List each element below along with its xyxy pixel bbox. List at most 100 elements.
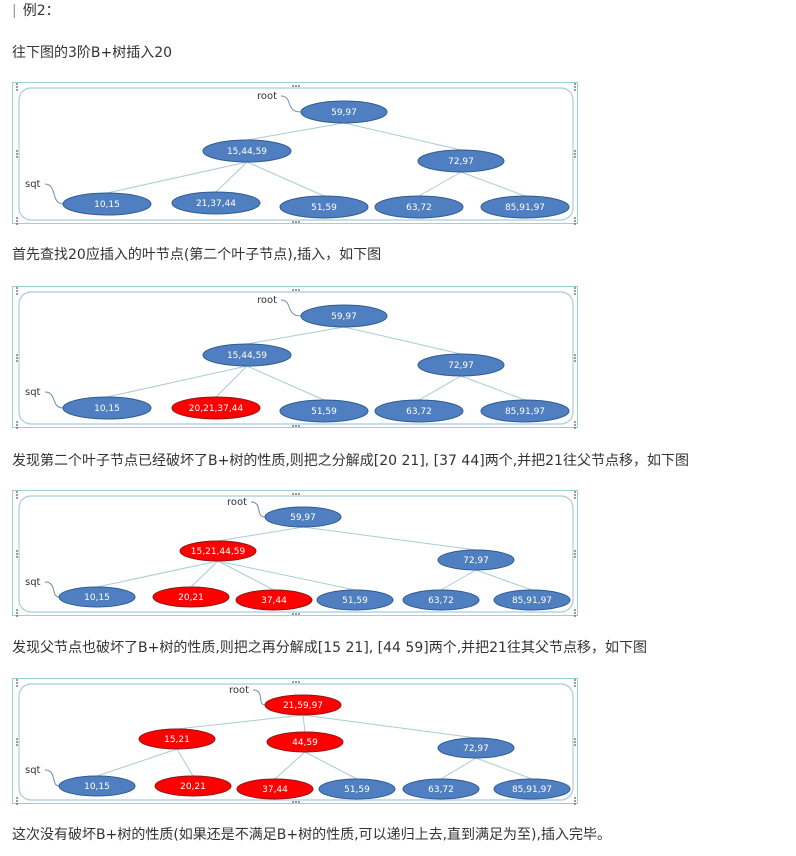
- tree-edge: [440, 569, 477, 591]
- tree-edge: [274, 751, 306, 780]
- figure-2: root sqt 59,97 15,44,59 72,97 10,15 20,21,37,4…: [12, 286, 578, 429]
- tree-edge: [176, 748, 194, 777]
- node-ellipse: [202, 139, 292, 163]
- btree-diagram-2: root sqt 59,97 15,44,59 72,97 10,15 20,21,37,4…: [16, 287, 576, 429]
- tree-edge: [217, 526, 304, 542]
- btree-diagram-1: root sqt 59,97 15,44,59 72,97 10,15 21,37,44 51…: [16, 83, 576, 225]
- inner-frame: [18, 291, 574, 425]
- node-keys: 10,15: [94, 404, 120, 414]
- tree-node-root: 59,97: [300, 304, 388, 328]
- root-pointer: [280, 95, 302, 113]
- node-ellipse: [58, 775, 136, 797]
- sqt-label: sqt: [25, 179, 41, 190]
- resize-handle: [574, 354, 576, 362]
- root-pointer: [250, 501, 266, 518]
- node-ellipse: [316, 589, 394, 611]
- resize-handle: [574, 738, 576, 746]
- resize-handle: [16, 491, 18, 499]
- node-keys: 51,59: [311, 203, 337, 213]
- node-ellipse: [236, 778, 314, 800]
- btree-diagram-3: root sqt 59,97 15,21,44,59 72,97 10,15 20,21 37…: [16, 491, 576, 617]
- node-keys: 63,72: [428, 596, 454, 606]
- tree-node-l2: 20,21,37,44: [171, 396, 261, 420]
- node-keys: 72,97: [463, 744, 489, 754]
- node-ellipse: [264, 506, 342, 528]
- node-ellipse: [493, 589, 571, 611]
- tree-edge: [96, 560, 219, 588]
- sqt-pointer: [44, 581, 60, 598]
- step-4-text: 这次没有破坏B+树的性质(如果还是不满足B+树的性质,可以递归上去,直到满足为至…: [12, 827, 611, 843]
- resize-handle: [16, 354, 18, 362]
- node-ellipse: [266, 731, 344, 753]
- resize-handle: [16, 550, 18, 558]
- tree-edge: [475, 757, 533, 780]
- node-keys: 21,37,44: [196, 199, 236, 209]
- root-pointer: [252, 689, 266, 706]
- resize-handle: [292, 221, 300, 223]
- node-keys: 85,91,97: [512, 785, 552, 795]
- node-ellipse: [58, 586, 136, 608]
- tree-node-l2: 21,37,44: [171, 191, 261, 215]
- tree-edge: [190, 560, 219, 588]
- node-keys: 63,72: [428, 785, 454, 795]
- tree-edge: [343, 326, 462, 355]
- figure-4: root sqt 21,59,97 15,21 44,59 72,97 10,15 20,21…: [12, 678, 578, 805]
- tree-node-l4: 63,72: [374, 195, 464, 219]
- tree-node-l1: 10,15: [62, 192, 152, 216]
- tree-edge: [176, 714, 304, 730]
- tree-edge: [418, 375, 462, 401]
- node-keys: 63,72: [406, 407, 432, 417]
- tree-edge: [215, 365, 248, 398]
- resize-handle: [574, 491, 576, 499]
- node-keys: 85,91,97: [505, 407, 545, 417]
- node-ellipse: [374, 195, 464, 219]
- node-ellipse: [437, 549, 515, 571]
- resize-handle: [292, 289, 300, 291]
- node-keys: 51,59: [311, 407, 337, 417]
- tree-node-l1: 10,15: [58, 586, 136, 608]
- node-ellipse: [138, 728, 216, 750]
- tree-edge: [302, 714, 477, 739]
- tree-node-l2a: 20,21: [152, 586, 230, 608]
- tree-node-i2: 72,97: [437, 737, 515, 759]
- figure-1: root sqt 59,97 15,44,59 72,97 10,15 21,37,44 51…: [12, 82, 578, 225]
- node-keys: 85,91,97: [505, 203, 545, 213]
- resize-handle: [292, 85, 300, 87]
- tree-edge: [96, 748, 178, 777]
- section-heading: | 例2：: [12, 2, 60, 20]
- node-ellipse: [318, 778, 396, 800]
- resize-handle: [292, 681, 300, 683]
- node-keys: 20,21,37,44: [189, 404, 244, 414]
- tree-edge: [246, 326, 345, 345]
- tree-node-l4: 63,72: [402, 778, 480, 800]
- tree-edge: [460, 171, 526, 197]
- tree-node-l4: 63,72: [374, 399, 464, 423]
- node-keys: 37,44: [262, 785, 288, 795]
- node-keys: 72,97: [448, 361, 474, 371]
- node-ellipse: [62, 396, 152, 420]
- resize-handle: [16, 287, 18, 295]
- node-keys: 63,72: [406, 203, 432, 213]
- node-keys: 10,15: [94, 200, 120, 210]
- resize-handle: [574, 83, 576, 91]
- root-pointer: [280, 299, 302, 317]
- root-label: root: [257, 295, 277, 306]
- resize-handle: [16, 83, 18, 91]
- tree-node-root: 59,97: [264, 506, 342, 528]
- tree-node-i1: 15,21: [138, 728, 216, 750]
- node-ellipse: [480, 195, 570, 219]
- tree-node-i1: 15,44,59: [202, 343, 292, 367]
- node-keys: 51,59: [344, 785, 370, 795]
- tree-edge: [217, 560, 275, 591]
- tree-edge: [246, 122, 345, 141]
- tree-node-i2: 72,97: [417, 353, 505, 377]
- resize-handle: [574, 609, 576, 617]
- tree-node-l1: 10,15: [58, 775, 136, 797]
- resize-handle: [292, 493, 300, 495]
- tree-edge: [215, 161, 248, 193]
- tree-node-i3: 44,59: [266, 731, 344, 753]
- step-2-text: 发现第二个叶子节点已经破坏了B+树的性质,则把之分解成[20 21], [37 …: [12, 453, 689, 469]
- tree-node-l3: 51,59: [316, 589, 394, 611]
- node-ellipse: [402, 589, 480, 611]
- sqt-pointer: [44, 183, 64, 205]
